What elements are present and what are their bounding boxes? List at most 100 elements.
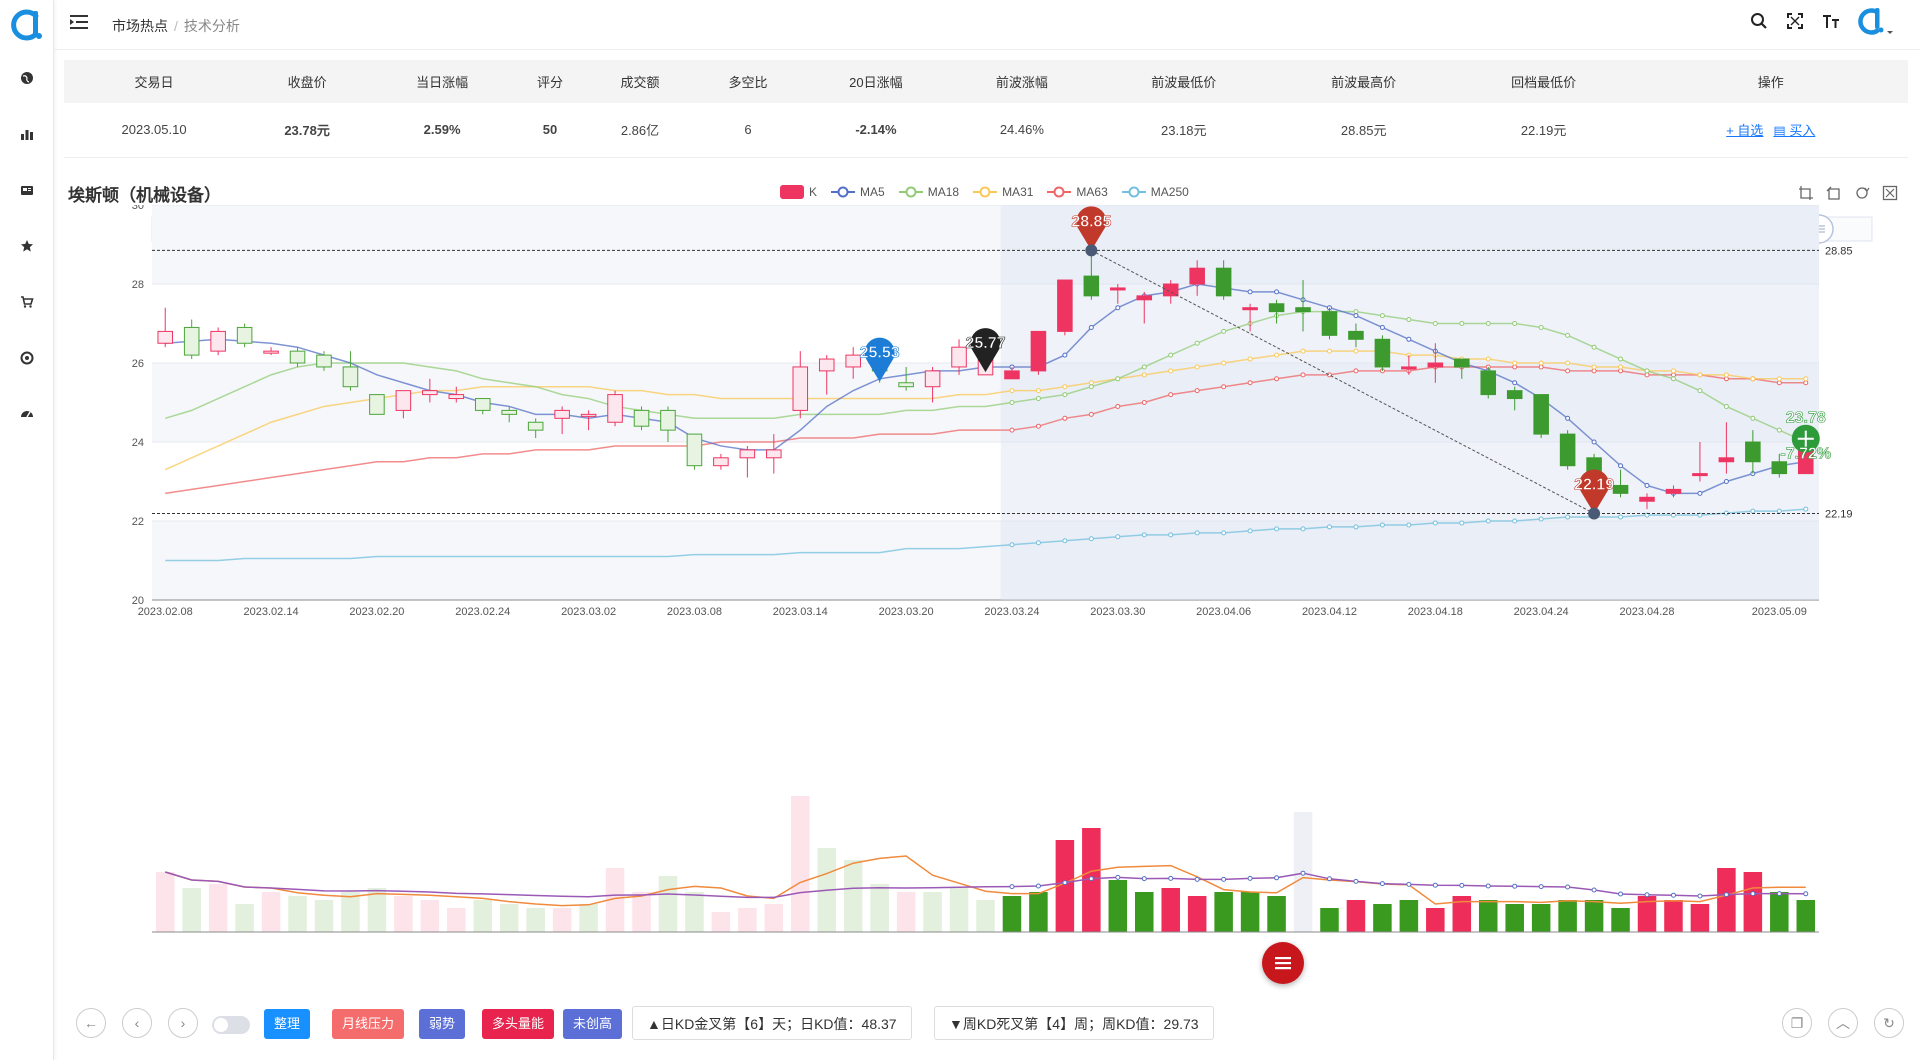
volume-ma-point [1300, 870, 1306, 876]
buy-link[interactable]: ▤ 买入 [1773, 123, 1815, 138]
wave-high-cell: 28.85元 [1273, 103, 1454, 158]
ma18-point [1618, 356, 1624, 362]
tag-consolidation[interactable]: 整理 [264, 1009, 311, 1039]
legend-item-ma31[interactable]: MA31 [973, 185, 1033, 199]
volume-ma-point [1247, 875, 1253, 881]
column-header: 前波涨幅 [949, 60, 1094, 103]
ma31-point [1035, 388, 1041, 394]
tag-weak[interactable]: 弱势 [419, 1009, 466, 1039]
ma18-point [1485, 321, 1491, 326]
zoom-reset-icon[interactable] [1826, 185, 1842, 201]
tag-monthly-resistance[interactable]: 月线压力 [332, 1009, 405, 1039]
candle [501, 409, 517, 415]
scroll-top-button[interactable]: ︿ [1828, 1008, 1858, 1038]
next-button[interactable]: › [168, 1008, 198, 1038]
legend-ma18-swatch [898, 186, 923, 198]
volume-ma-point [1670, 892, 1676, 898]
tag-bull-volume[interactable]: 多头量能 [482, 1009, 555, 1039]
legend-item-ma250[interactable]: MA250 [1121, 185, 1189, 199]
search-icon[interactable] [1748, 10, 1770, 32]
legend-ma31-swatch [973, 186, 998, 198]
fullscreen-icon[interactable] [1784, 10, 1806, 32]
ma250-point [1194, 530, 1200, 536]
legend-item-ma5[interactable]: MA5 [831, 185, 885, 199]
candle [924, 370, 941, 388]
chart-legend: K MA5 MA18 MA31 MA63 MA250 [780, 185, 1189, 199]
legend-label: MA5 [860, 185, 885, 199]
refresh-button[interactable]: ↻ [1874, 1008, 1904, 1038]
daily-kd-box[interactable]: ▲日KD金叉第【6】天；日KD值：48.37 [632, 1006, 912, 1040]
legend-item-ma18[interactable]: MA18 [898, 185, 959, 199]
ma5-point [1274, 289, 1280, 295]
dashboard-icon[interactable] [17, 404, 37, 424]
save-image-icon[interactable] [1882, 185, 1898, 201]
volume-bar [843, 860, 863, 932]
ma5-point [1406, 336, 1412, 342]
restore-icon[interactable] [1854, 185, 1870, 201]
legend-item-k[interactable]: K [780, 185, 817, 199]
volume-bar [155, 872, 175, 932]
add-watchlist-link[interactable]: + 自选 [1726, 123, 1764, 139]
y-tick-label: 28 [132, 279, 144, 291]
ma250-line [165, 508, 1806, 562]
ma250-point [1379, 522, 1385, 528]
ma5-point [1723, 479, 1729, 484]
weekly-kd-box[interactable]: ▼周KD死叉第【4】周；周KD值：29.73 [934, 1006, 1214, 1040]
mode-toggle[interactable] [212, 1016, 250, 1034]
bar-chart-icon[interactable] [17, 124, 37, 144]
user-avatar[interactable] [1856, 8, 1896, 35]
volume-bar [1637, 896, 1657, 932]
cart-icon[interactable] [17, 292, 37, 312]
target-icon[interactable] [17, 348, 37, 368]
ma18-point [1406, 317, 1412, 323]
chart-menu-button[interactable] [1262, 942, 1304, 984]
zoom-select-icon[interactable] [1798, 185, 1814, 201]
y-tick-label: 30 [132, 205, 144, 212]
ma5-point [1591, 439, 1597, 445]
ma250-point [1406, 522, 1412, 528]
y-tick-label: 24 [132, 437, 144, 449]
app-logo[interactable] [10, 8, 44, 42]
candle [898, 382, 914, 388]
ma63-point [1274, 376, 1280, 382]
menu-toggle-icon[interactable] [70, 14, 90, 34]
legend-item-ma63[interactable]: MA63 [1047, 185, 1108, 199]
globe-icon[interactable] [17, 68, 37, 88]
table-row: 2023.05.10 23.78元 2.59% 50 2.86亿 6 -2.14… [64, 103, 1908, 158]
back-button[interactable]: ← [76, 1008, 106, 1038]
tag-no-new-high[interactable]: 未创高 [563, 1009, 623, 1039]
font-size-icon[interactable] [1820, 10, 1842, 32]
volume-bar [1108, 880, 1128, 932]
ma31-point [1723, 372, 1729, 378]
star-icon[interactable] [17, 236, 37, 256]
x-tick-label: 2023.03.24 [984, 606, 1039, 618]
highlight-region [1000, 205, 1819, 600]
candle [1189, 267, 1205, 285]
marker-pin [1076, 206, 1107, 251]
marker-label-low: 22.19 [1574, 476, 1614, 493]
ma5-point [1247, 289, 1253, 295]
ma31-point [1776, 376, 1782, 382]
breadcrumb-item-market[interactable]: 市场热点 [112, 18, 168, 34]
ma63-point [1194, 388, 1200, 394]
column-header: 20日涨幅 [801, 60, 950, 103]
ma63-point [1115, 403, 1121, 409]
ma63-point [1168, 392, 1174, 398]
candle [289, 350, 306, 364]
volume-ma-point [1644, 892, 1650, 898]
marker-pin [1579, 469, 1610, 514]
candle [342, 366, 359, 388]
ma31-point [1697, 372, 1703, 378]
prev-button[interactable]: ‹ [122, 1008, 152, 1038]
volume-bar [367, 888, 387, 932]
volume-ma-point [1088, 876, 1094, 882]
news-icon[interactable] [17, 180, 37, 200]
ma18-point [1670, 376, 1676, 382]
reference-lines [152, 249, 1819, 514]
candle [236, 326, 253, 344]
candle [1295, 307, 1311, 313]
trend-line [1091, 249, 1595, 514]
volume-bar [1399, 900, 1419, 932]
copy-button[interactable]: ❐ [1782, 1008, 1812, 1038]
